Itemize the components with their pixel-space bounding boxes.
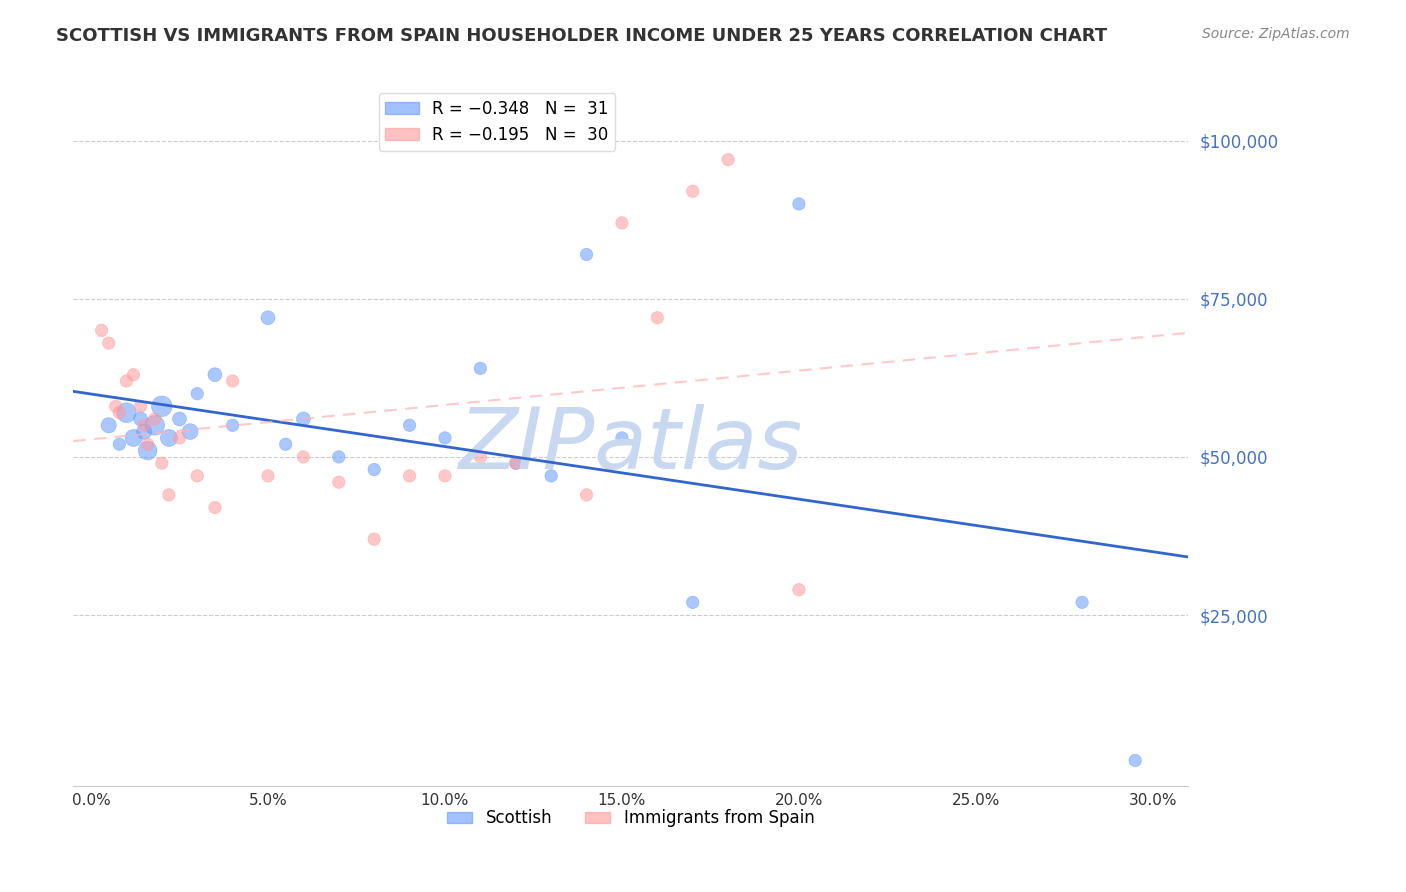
Point	[150, 456, 173, 470]
Point	[398, 418, 420, 433]
Point	[169, 431, 191, 445]
Point	[150, 400, 173, 414]
Point	[433, 469, 456, 483]
Point	[221, 418, 243, 433]
Text: SCOTTISH VS IMMIGRANTS FROM SPAIN HOUSEHOLDER INCOME UNDER 25 YEARS CORRELATION : SCOTTISH VS IMMIGRANTS FROM SPAIN HOUSEH…	[56, 27, 1108, 45]
Point	[108, 406, 131, 420]
Point	[610, 216, 633, 230]
Point	[575, 488, 598, 502]
Point	[433, 431, 456, 445]
Point	[204, 500, 226, 515]
Point	[274, 437, 297, 451]
Point	[97, 336, 120, 351]
Point	[97, 418, 120, 433]
Point	[1071, 595, 1094, 609]
Point	[363, 462, 385, 476]
Point	[221, 374, 243, 388]
Text: ZIPatlas: ZIPatlas	[458, 404, 803, 487]
Point	[204, 368, 226, 382]
Point	[1123, 754, 1146, 768]
Point	[328, 475, 350, 490]
Legend: Scottish, Immigrants from Spain: Scottish, Immigrants from Spain	[440, 803, 821, 834]
Point	[682, 184, 704, 198]
Point	[292, 412, 315, 426]
Point	[129, 400, 152, 414]
Point	[505, 456, 527, 470]
Point	[122, 431, 145, 445]
Point	[186, 469, 208, 483]
Point	[363, 532, 385, 546]
Point	[179, 425, 201, 439]
Point	[292, 450, 315, 464]
Point	[115, 374, 138, 388]
Point	[540, 469, 562, 483]
Point	[104, 400, 127, 414]
Point	[470, 361, 492, 376]
Point	[143, 418, 166, 433]
Point	[132, 418, 155, 433]
Point	[169, 412, 191, 426]
Point	[108, 437, 131, 451]
Point	[470, 450, 492, 464]
Point	[157, 431, 180, 445]
Point	[90, 323, 112, 337]
Point	[398, 469, 420, 483]
Point	[129, 412, 152, 426]
Point	[257, 469, 280, 483]
Point	[505, 456, 527, 470]
Point	[143, 412, 166, 426]
Point	[132, 425, 155, 439]
Point	[257, 310, 280, 325]
Point	[787, 582, 810, 597]
Point	[575, 247, 598, 261]
Point	[682, 595, 704, 609]
Point	[328, 450, 350, 464]
Point	[717, 153, 740, 167]
Point	[610, 431, 633, 445]
Point	[136, 437, 159, 451]
Point	[787, 197, 810, 211]
Point	[186, 386, 208, 401]
Point	[115, 406, 138, 420]
Point	[136, 443, 159, 458]
Point	[157, 488, 180, 502]
Text: Source: ZipAtlas.com: Source: ZipAtlas.com	[1202, 27, 1350, 41]
Point	[122, 368, 145, 382]
Point	[647, 310, 669, 325]
